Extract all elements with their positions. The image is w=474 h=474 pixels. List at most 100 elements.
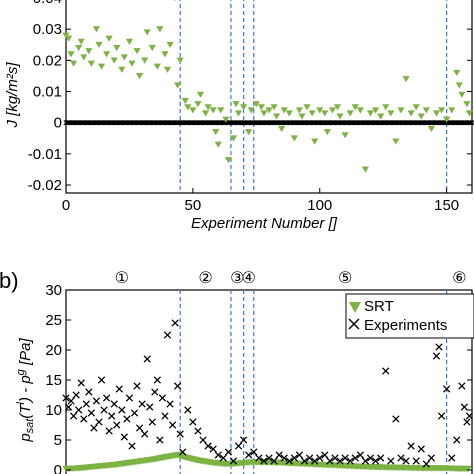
panel-a-x-ticks: 0 50 100 150: [62, 188, 459, 214]
srt-marker: [464, 465, 472, 473]
srt-marker: [290, 135, 298, 142]
srt-marker: [298, 113, 306, 120]
y-tick-label: 20: [45, 342, 62, 359]
legend-box: [345, 293, 474, 339]
legend-srt-marker: [349, 302, 361, 313]
srt-marker: [382, 104, 390, 111]
experiment-marker: [442, 385, 451, 393]
experiment-marker: [427, 454, 436, 462]
panel-b-label: b): [0, 268, 19, 293]
panel-a-y-axis-label: J [kg/m²s]: [4, 62, 21, 129]
srt-marker: [189, 107, 197, 114]
experiment-marker: [224, 448, 233, 456]
experiment-marker: [270, 457, 278, 465]
y-tick-label: 5: [54, 432, 62, 449]
srt-marker: [333, 104, 342, 111]
experiment-marker: [255, 454, 263, 462]
srt-marker: [161, 51, 169, 58]
experiment-marker: [376, 454, 385, 462]
panel-a-y-ticks: -0.02 -0.01 0 0.01 0.02 0.03 0.04: [28, 0, 472, 194]
experiment-marker: [100, 406, 108, 414]
experiment-marker: [311, 457, 319, 465]
srt-marker: [356, 107, 364, 114]
srt-marker: [62, 32, 70, 39]
experiment-marker: [75, 406, 83, 414]
y-tick-label: 30: [45, 282, 62, 299]
experiment-marker: [407, 442, 415, 450]
experiment-marker: [176, 430, 184, 438]
experiment-marker: [219, 454, 227, 462]
experiment-marker: [146, 403, 154, 411]
srt-marker: [303, 104, 311, 111]
srt-marker: [125, 38, 134, 45]
legend-srt-label: SRT: [364, 298, 394, 315]
experiment-marker: [80, 415, 88, 423]
srt-marker: [453, 69, 461, 77]
experiment-marker: [346, 457, 354, 465]
panel-a-region-lines: [179, 0, 448, 193]
srt-marker: [229, 135, 238, 142]
srt-marker: [278, 126, 286, 133]
experiment-marker: [168, 421, 177, 429]
x-tick-label: 0: [62, 197, 70, 214]
panel-a-srt-markers: [62, 0, 474, 173]
experiment-marker: [260, 457, 268, 465]
srt-marker: [174, 0, 176, 2]
srt-marker: [328, 107, 337, 114]
experiment-marker: [82, 400, 90, 408]
srt-marker: [70, 60, 78, 67]
experiment-marker: [108, 412, 116, 420]
experiment-marker: [85, 388, 93, 396]
srt-marker: [316, 107, 324, 114]
experiment-marker: [437, 412, 446, 420]
srt-marker: [118, 66, 126, 73]
srt-marker: [402, 76, 410, 83]
experiment-marker: [64, 403, 73, 411]
srt-marker: [166, 41, 174, 48]
experiment-marker: [62, 394, 70, 402]
panel-b-y-axis-label: psat(Tl) - pg [Pa]: [15, 338, 36, 443]
srt-marker: [465, 110, 474, 117]
experiment-marker: [69, 412, 78, 420]
srt-marker: [366, 110, 375, 117]
srt-marker: [148, 44, 156, 52]
srt-marker: [458, 91, 466, 98]
y-tick-label: 15: [45, 372, 62, 389]
experiment-marker: [432, 352, 441, 360]
x-tick-label: 50: [185, 197, 202, 214]
srt-marker: [432, 110, 441, 117]
region-label: ⑥: [452, 268, 466, 287]
experiment-marker: [163, 331, 172, 339]
srt-marker: [417, 113, 425, 120]
experiment-marker: [387, 457, 395, 465]
srt-marker: [321, 110, 329, 117]
experiment-marker: [199, 436, 207, 444]
experiment-marker: [453, 436, 461, 444]
y-tick-label: 0: [54, 462, 62, 474]
srt-marker: [260, 110, 268, 117]
srt-marker: [135, 73, 144, 80]
experiment-marker: [194, 427, 202, 435]
srt-marker: [212, 129, 220, 136]
experiment-marker: [239, 436, 248, 444]
srt-marker: [75, 44, 83, 52]
y-tick-label: 0.01: [33, 84, 62, 101]
x-tick-label: 100: [307, 197, 332, 214]
srt-marker: [103, 51, 111, 58]
experiment-marker: [156, 436, 164, 444]
experiment-marker: [285, 457, 293, 465]
experiment-marker: [321, 451, 329, 459]
srt-marker: [273, 113, 281, 120]
srt-marker: [463, 101, 471, 108]
srt-marker: [176, 57, 184, 64]
srt-marker: [427, 126, 435, 133]
experiment-marker: [392, 415, 400, 423]
srt-marker: [80, 54, 88, 61]
experiment-marker: [148, 418, 156, 426]
experiment-marker: [229, 457, 238, 465]
srt-marker: [224, 157, 232, 164]
experiment-marker: [316, 454, 324, 462]
region-label: ⑤: [338, 268, 352, 287]
srt-marker: [443, 116, 451, 123]
experiment-marker: [326, 457, 334, 465]
